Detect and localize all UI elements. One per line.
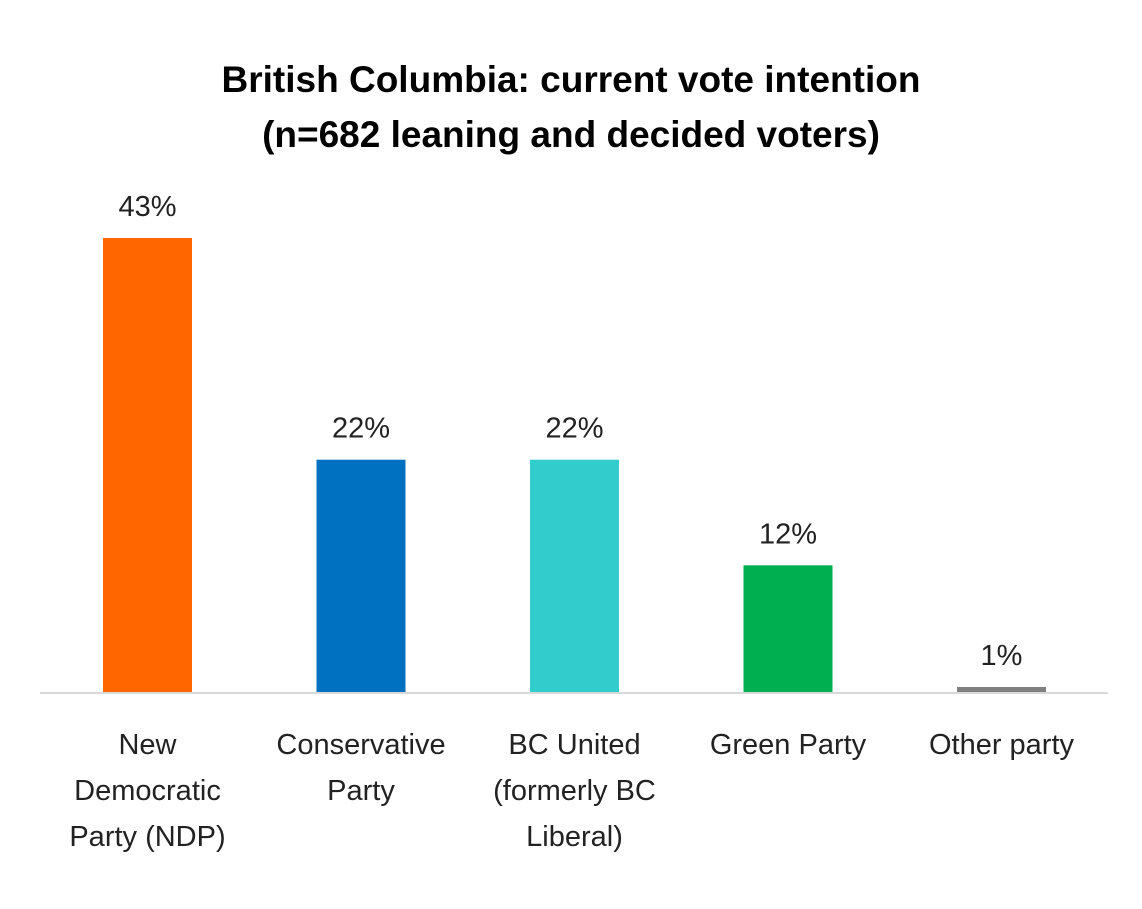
data-label: 12% <box>759 518 817 550</box>
category-label-line: Green Party <box>709 729 867 761</box>
category-label-line: Party (NDP) <box>69 821 226 853</box>
data-label: 22% <box>332 413 390 445</box>
bar <box>316 459 406 692</box>
category-label-line: New <box>118 729 177 761</box>
category-label-line: (formerly BC <box>493 775 656 807</box>
category-label: BC United (formerly BC Liberal) <box>465 722 685 860</box>
chart-title: British Columbia: current vote intention… <box>0 52 1142 162</box>
category-label-line: Party <box>327 775 395 807</box>
category-label-line: Other party <box>928 729 1075 761</box>
category-label-line: BC United <box>508 729 641 761</box>
bar <box>743 565 833 692</box>
category-label: Conservative Party <box>251 722 471 814</box>
category-label: Green Party <box>678 722 898 768</box>
chart-title-line-2: (n=682 leaning and decided voters) <box>262 114 880 155</box>
bar <box>103 238 192 692</box>
data-label: 22% <box>545 413 603 445</box>
data-label: 1% <box>981 640 1023 672</box>
bar <box>530 459 619 692</box>
category-label-line: Liberal) <box>526 821 623 853</box>
category-label: Other party <box>892 722 1112 768</box>
bar <box>957 687 1046 692</box>
chart-title-line-1: British Columbia: current vote intention <box>221 59 921 100</box>
category-label-line: Democratic <box>74 775 221 807</box>
category-label-line: Conservative <box>276 729 446 761</box>
category-label: New Democratic Party (NDP) <box>38 722 258 860</box>
data-label: 43% <box>118 191 176 223</box>
